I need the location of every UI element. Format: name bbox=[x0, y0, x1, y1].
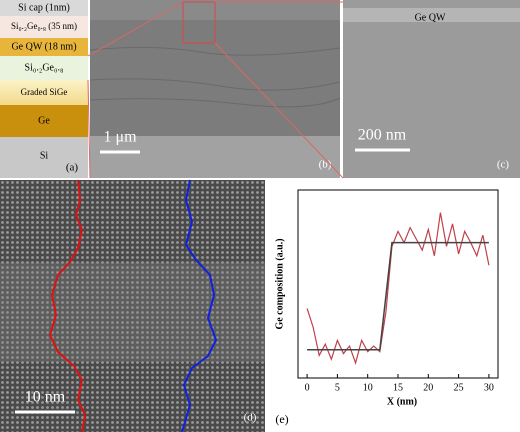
panel-label: (e) bbox=[275, 412, 288, 426]
panel-label: (c) bbox=[497, 159, 510, 171]
qw-band bbox=[0, 262, 265, 362]
series-line bbox=[307, 241, 489, 351]
layer bbox=[0, 38, 88, 56]
panel-a: Si cap (1nm) Si₀.₂Ge₀.₈ (35 nm) Ge QW (1… bbox=[0, 0, 88, 178]
profile-red bbox=[48, 179, 87, 432]
layer-label: Ge QW (18 nm) bbox=[11, 41, 76, 52]
zoom-lines bbox=[87, 1, 344, 179]
panel-c: Ge QW 200 nm (c) bbox=[343, 0, 520, 178]
scale-label: 200 nm bbox=[358, 127, 407, 144]
panel-label: (a) bbox=[66, 162, 79, 174]
layer bbox=[0, 80, 88, 105]
layer-label: Si₀.₂Ge₀.₈ bbox=[25, 62, 64, 73]
layer bbox=[0, 16, 88, 38]
series-line bbox=[306, 212, 490, 365]
x-tick-label: 0 bbox=[305, 382, 310, 393]
zoom-box bbox=[182, 1, 216, 44]
layer-label: Si₀.₂Ge₀.₈ (35 nm) bbox=[11, 21, 77, 31]
layer-label: Si cap (1nm) bbox=[18, 2, 70, 13]
tem-substrate bbox=[90, 136, 340, 178]
profile-blue bbox=[181, 179, 218, 432]
x-axis-label: X (nm) bbox=[387, 396, 417, 407]
layer-label: Ge QW bbox=[415, 12, 446, 23]
y-axis-label: Ge composition (a.u.) bbox=[274, 238, 285, 329]
x-tick-label: 30 bbox=[484, 382, 494, 393]
scale-label: 1 μm bbox=[103, 129, 137, 146]
layer bbox=[0, 105, 88, 137]
panel-d: 10 nm (d) bbox=[0, 179, 265, 432]
layer bbox=[0, 137, 88, 178]
tem-layer bbox=[343, 8, 520, 22]
layer bbox=[0, 0, 88, 16]
scale-label: 10 nm bbox=[25, 389, 66, 406]
panel-b: 1 μm (b) bbox=[89, 0, 341, 178]
tem-image bbox=[343, 0, 520, 178]
panel-label: (b) bbox=[319, 159, 332, 171]
x-tick-label: 10 bbox=[363, 382, 373, 393]
panel-e: X (nm) Ge composition (a.u.) (e) 0 5 10 15 2… bbox=[274, 189, 499, 426]
layer-label: Ge bbox=[38, 115, 50, 126]
x-tick-label: 20 bbox=[423, 382, 433, 393]
x-tick-label: 25 bbox=[454, 382, 464, 393]
layer bbox=[0, 56, 88, 80]
x-tick-label: 15 bbox=[393, 382, 403, 393]
layer-label: Si bbox=[40, 150, 49, 161]
x-tick-label: 5 bbox=[335, 382, 340, 393]
lattice bbox=[0, 180, 265, 432]
defect-lines bbox=[89, 46, 341, 108]
panel-label: (d) bbox=[244, 412, 257, 424]
layer-label: Graded SiGe bbox=[21, 87, 68, 97]
